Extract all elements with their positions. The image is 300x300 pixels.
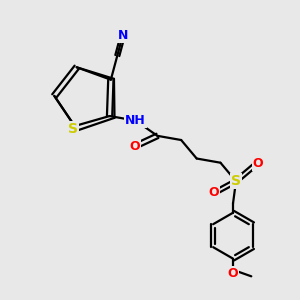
Text: N: N xyxy=(118,28,128,42)
Text: O: O xyxy=(228,267,238,280)
Text: S: S xyxy=(231,174,241,188)
Text: NH: NH xyxy=(125,114,146,127)
Text: O: O xyxy=(129,140,140,153)
Text: O: O xyxy=(253,157,263,170)
Text: S: S xyxy=(68,122,78,136)
Text: O: O xyxy=(208,187,219,200)
